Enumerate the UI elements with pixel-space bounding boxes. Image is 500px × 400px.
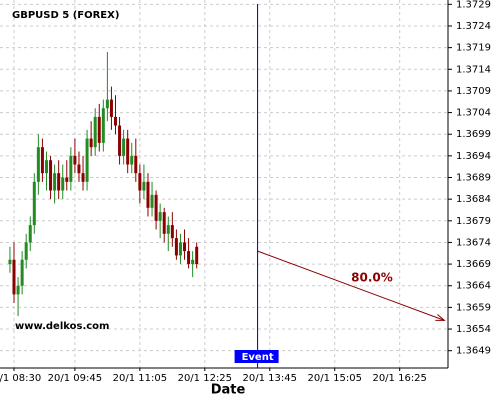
candle-body <box>122 138 126 156</box>
candle-body <box>20 259 24 286</box>
y-tick-label: 1.3724 <box>456 21 491 32</box>
chart-title: GBPUSD 5 (FOREX) <box>12 10 119 21</box>
x-tick-label: 20/1 12:25 <box>178 373 232 384</box>
candle-body <box>162 212 166 234</box>
candle-body <box>138 173 142 191</box>
candle-body <box>16 285 20 295</box>
candle-body <box>93 116 97 148</box>
candle-body <box>32 181 36 226</box>
y-tick-label: 1.3714 <box>456 64 491 75</box>
grid <box>0 0 448 368</box>
marks <box>8 51 199 317</box>
candle-body <box>40 147 44 174</box>
candle-body <box>101 108 105 143</box>
candle-body <box>89 138 93 148</box>
forecast-arrow <box>257 250 445 321</box>
y-tick-label: 1.3674 <box>456 237 491 248</box>
candle-body <box>65 177 69 182</box>
candle-body <box>146 181 150 208</box>
candle-body <box>170 225 174 239</box>
candle-body <box>53 173 57 191</box>
event-label: Event <box>242 352 274 363</box>
candle-body <box>174 238 178 256</box>
candle-body <box>73 155 77 165</box>
y-tick-label: 1.3654 <box>456 324 491 335</box>
candle-body <box>114 116 118 126</box>
candle-body <box>158 212 162 221</box>
y-tick-label: 1.3709 <box>456 86 491 97</box>
candle-body <box>36 147 40 182</box>
event-box <box>234 350 279 363</box>
candle-body <box>154 194 158 221</box>
x-tick-label: 20/1 16:25 <box>372 373 426 384</box>
candle-body <box>126 138 130 165</box>
candle-body <box>69 155 73 182</box>
candle-body <box>24 242 28 260</box>
candle-body <box>109 99 113 117</box>
candle-body <box>44 160 48 174</box>
candle-body <box>142 181 146 191</box>
y-tick-label: 1.3659 <box>456 302 491 313</box>
x-tick-label: 20/1 13:45 <box>243 373 297 384</box>
y-tick-label: 1.3684 <box>456 194 491 205</box>
candle-body <box>118 125 122 156</box>
candle-body <box>130 155 134 165</box>
candle-body <box>195 246 199 265</box>
candle-body <box>49 160 53 191</box>
candle-body <box>97 116 101 143</box>
candle-body <box>61 177 65 191</box>
candle-body <box>85 138 89 182</box>
forecast-label: 80.0% <box>351 271 393 285</box>
y-tick-label: 1.3649 <box>456 346 491 357</box>
candle-body <box>150 194 154 208</box>
y-tick-label: 1.3699 <box>456 129 491 140</box>
x-tick-label: 20/1 09:45 <box>48 373 102 384</box>
candle-body <box>77 164 81 174</box>
candle-body <box>12 259 16 295</box>
candle-body <box>183 242 187 252</box>
candle-body <box>134 155 138 174</box>
y-tick-label: 1.3669 <box>456 259 491 270</box>
x-tick-label: 20/1 08:30 <box>0 373 41 384</box>
candle-body <box>8 259 12 265</box>
candle-body <box>105 99 109 109</box>
candle-body <box>81 173 85 182</box>
watermark: www.delkos.com <box>15 321 109 332</box>
x-tick-label: 20/1 15:05 <box>308 373 362 384</box>
candle-body <box>28 225 32 243</box>
x-axis-label: Date <box>211 383 246 398</box>
y-tick-label: 1.3679 <box>456 216 491 227</box>
arrow-head <box>435 314 446 321</box>
y-tick-label: 1.3704 <box>456 108 491 119</box>
y-tick-label: 1.3664 <box>456 281 491 292</box>
candle-body <box>166 225 170 234</box>
candle-body <box>178 242 182 256</box>
x-tick-label: 20/1 11:05 <box>113 373 167 384</box>
candle-body <box>57 173 61 191</box>
candle-body <box>191 259 195 265</box>
y-tick-label: 1.3729 <box>456 0 491 10</box>
y-tick-label: 1.3694 <box>456 151 491 162</box>
y-tick-label: 1.3689 <box>456 173 491 184</box>
y-tick-label: 1.3719 <box>456 43 491 54</box>
candle-body <box>187 251 191 265</box>
